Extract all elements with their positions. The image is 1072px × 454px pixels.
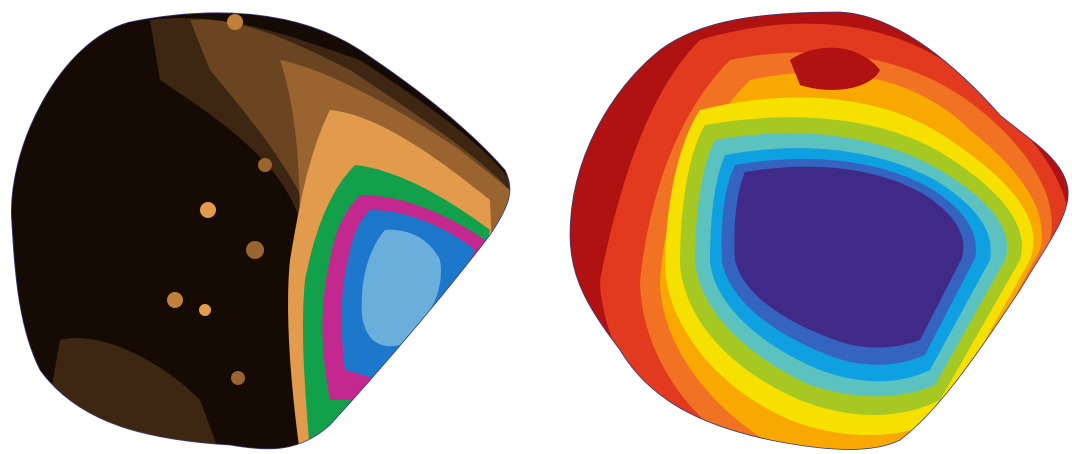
right-map — [570, 12, 1069, 450]
left-map — [11, 12, 510, 449]
right-outline — [569, 11, 1069, 450]
left-outline — [10, 12, 511, 450]
